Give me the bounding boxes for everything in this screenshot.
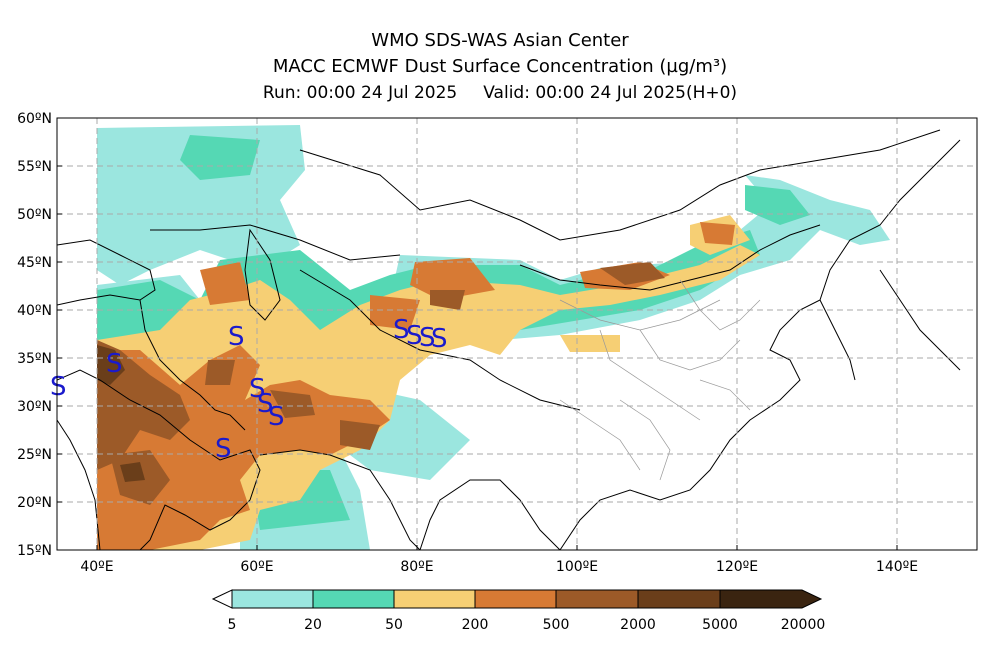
- colorbar-bin: [474, 589, 557, 609]
- dust-level-6: [97, 345, 145, 482]
- lat-label: 30ºN: [17, 399, 52, 415]
- units-text: (µg/m³): [659, 56, 728, 77]
- lat-label: 50ºN: [17, 207, 52, 223]
- colorbar-low-arrow: [211, 589, 233, 609]
- province-borders: [559, 279, 761, 481]
- lat-label: 40ºN: [17, 303, 52, 319]
- lon-label: 100ºE: [556, 559, 598, 575]
- colorbar-label: 2000: [620, 617, 656, 633]
- colorbar-label: 200: [462, 617, 489, 633]
- colorbar-label: 20000: [781, 617, 826, 633]
- station-markers: S S S S S S S S S S S: [50, 315, 448, 464]
- lat-label: 35ºN: [17, 351, 52, 367]
- subtitle-text: MACC ECMWF Dust Surface Concentration: [272, 56, 654, 77]
- colorbar-bin: [393, 589, 476, 609]
- colorbar-label: 20: [304, 617, 322, 633]
- lat-label: 15ºN: [17, 543, 52, 559]
- chart-title: WMO SDS-WAS Asian Center: [371, 30, 629, 51]
- station-marker: S: [249, 374, 266, 404]
- lat-label: 60ºN: [17, 111, 52, 127]
- title-block: WMO SDS-WAS Asian Center MACC ECMWF Dust…: [0, 28, 1000, 106]
- lon-label: 140ºE: [876, 559, 918, 575]
- map-frame: [56, 117, 978, 551]
- colorbar-label: 50: [385, 617, 403, 633]
- colorbar-bin: [719, 589, 823, 609]
- colorbar-bin: [637, 589, 721, 609]
- colorbar-labels: 5 20 50 200 500 2000 5000 20000: [228, 617, 826, 633]
- colorbar-label: 5000: [702, 617, 738, 633]
- axis-ticks: [57, 117, 898, 550]
- dust-field: [97, 125, 890, 550]
- lat-label: 55ºN: [17, 159, 52, 175]
- station-marker: S: [228, 322, 245, 352]
- colorbar-label: 500: [543, 617, 570, 633]
- station-marker: S: [406, 321, 423, 351]
- station-marker: S: [106, 349, 123, 379]
- station-marker: S: [393, 315, 410, 345]
- lon-label: 40ºE: [80, 559, 113, 575]
- station-marker: S: [431, 324, 448, 354]
- lat-label: 45ºN: [17, 255, 52, 271]
- station-marker: S: [419, 323, 436, 353]
- lat-label: 25ºN: [17, 447, 52, 463]
- lat-labels: 60ºN 55ºN 50ºN 45ºN 40ºN 35ºN 30ºN 25ºN …: [17, 111, 52, 559]
- lon-labels: 40ºE 60ºE 80ºE 100ºE 120ºE 140ºE: [80, 559, 918, 575]
- lon-label: 80ºE: [400, 559, 433, 575]
- dust-level-5: [97, 262, 665, 505]
- colorbar-bin: [555, 589, 639, 609]
- coastlines: [57, 129, 961, 550]
- run-valid-line: Run: 00:00 24 Jul 2025 Valid: 00:00 24 Ju…: [0, 80, 1000, 106]
- colorbar-label: 5: [228, 617, 237, 633]
- station-marker: S: [50, 372, 67, 402]
- station-marker: S: [268, 402, 285, 432]
- gridlines: [57, 118, 977, 550]
- lon-label: 120ºE: [716, 559, 758, 575]
- lon-label: 60ºE: [240, 559, 273, 575]
- colorbar-bin: [231, 589, 314, 609]
- valid-label: Valid: 00:00 24 Jul 2025(H+0): [483, 83, 738, 103]
- station-marker: S: [215, 434, 232, 464]
- run-label: Run: 00:00 24 Jul 2025: [262, 83, 458, 103]
- station-marker: S: [257, 389, 274, 419]
- colorbar: 5 20 50 200 500 2000 5000 20000: [211, 589, 826, 633]
- lat-label: 20ºN: [17, 495, 52, 511]
- chart-subtitle: MACC ECMWF Dust Surface Concentration (µ…: [0, 54, 1000, 80]
- colorbar-bin: [312, 589, 395, 609]
